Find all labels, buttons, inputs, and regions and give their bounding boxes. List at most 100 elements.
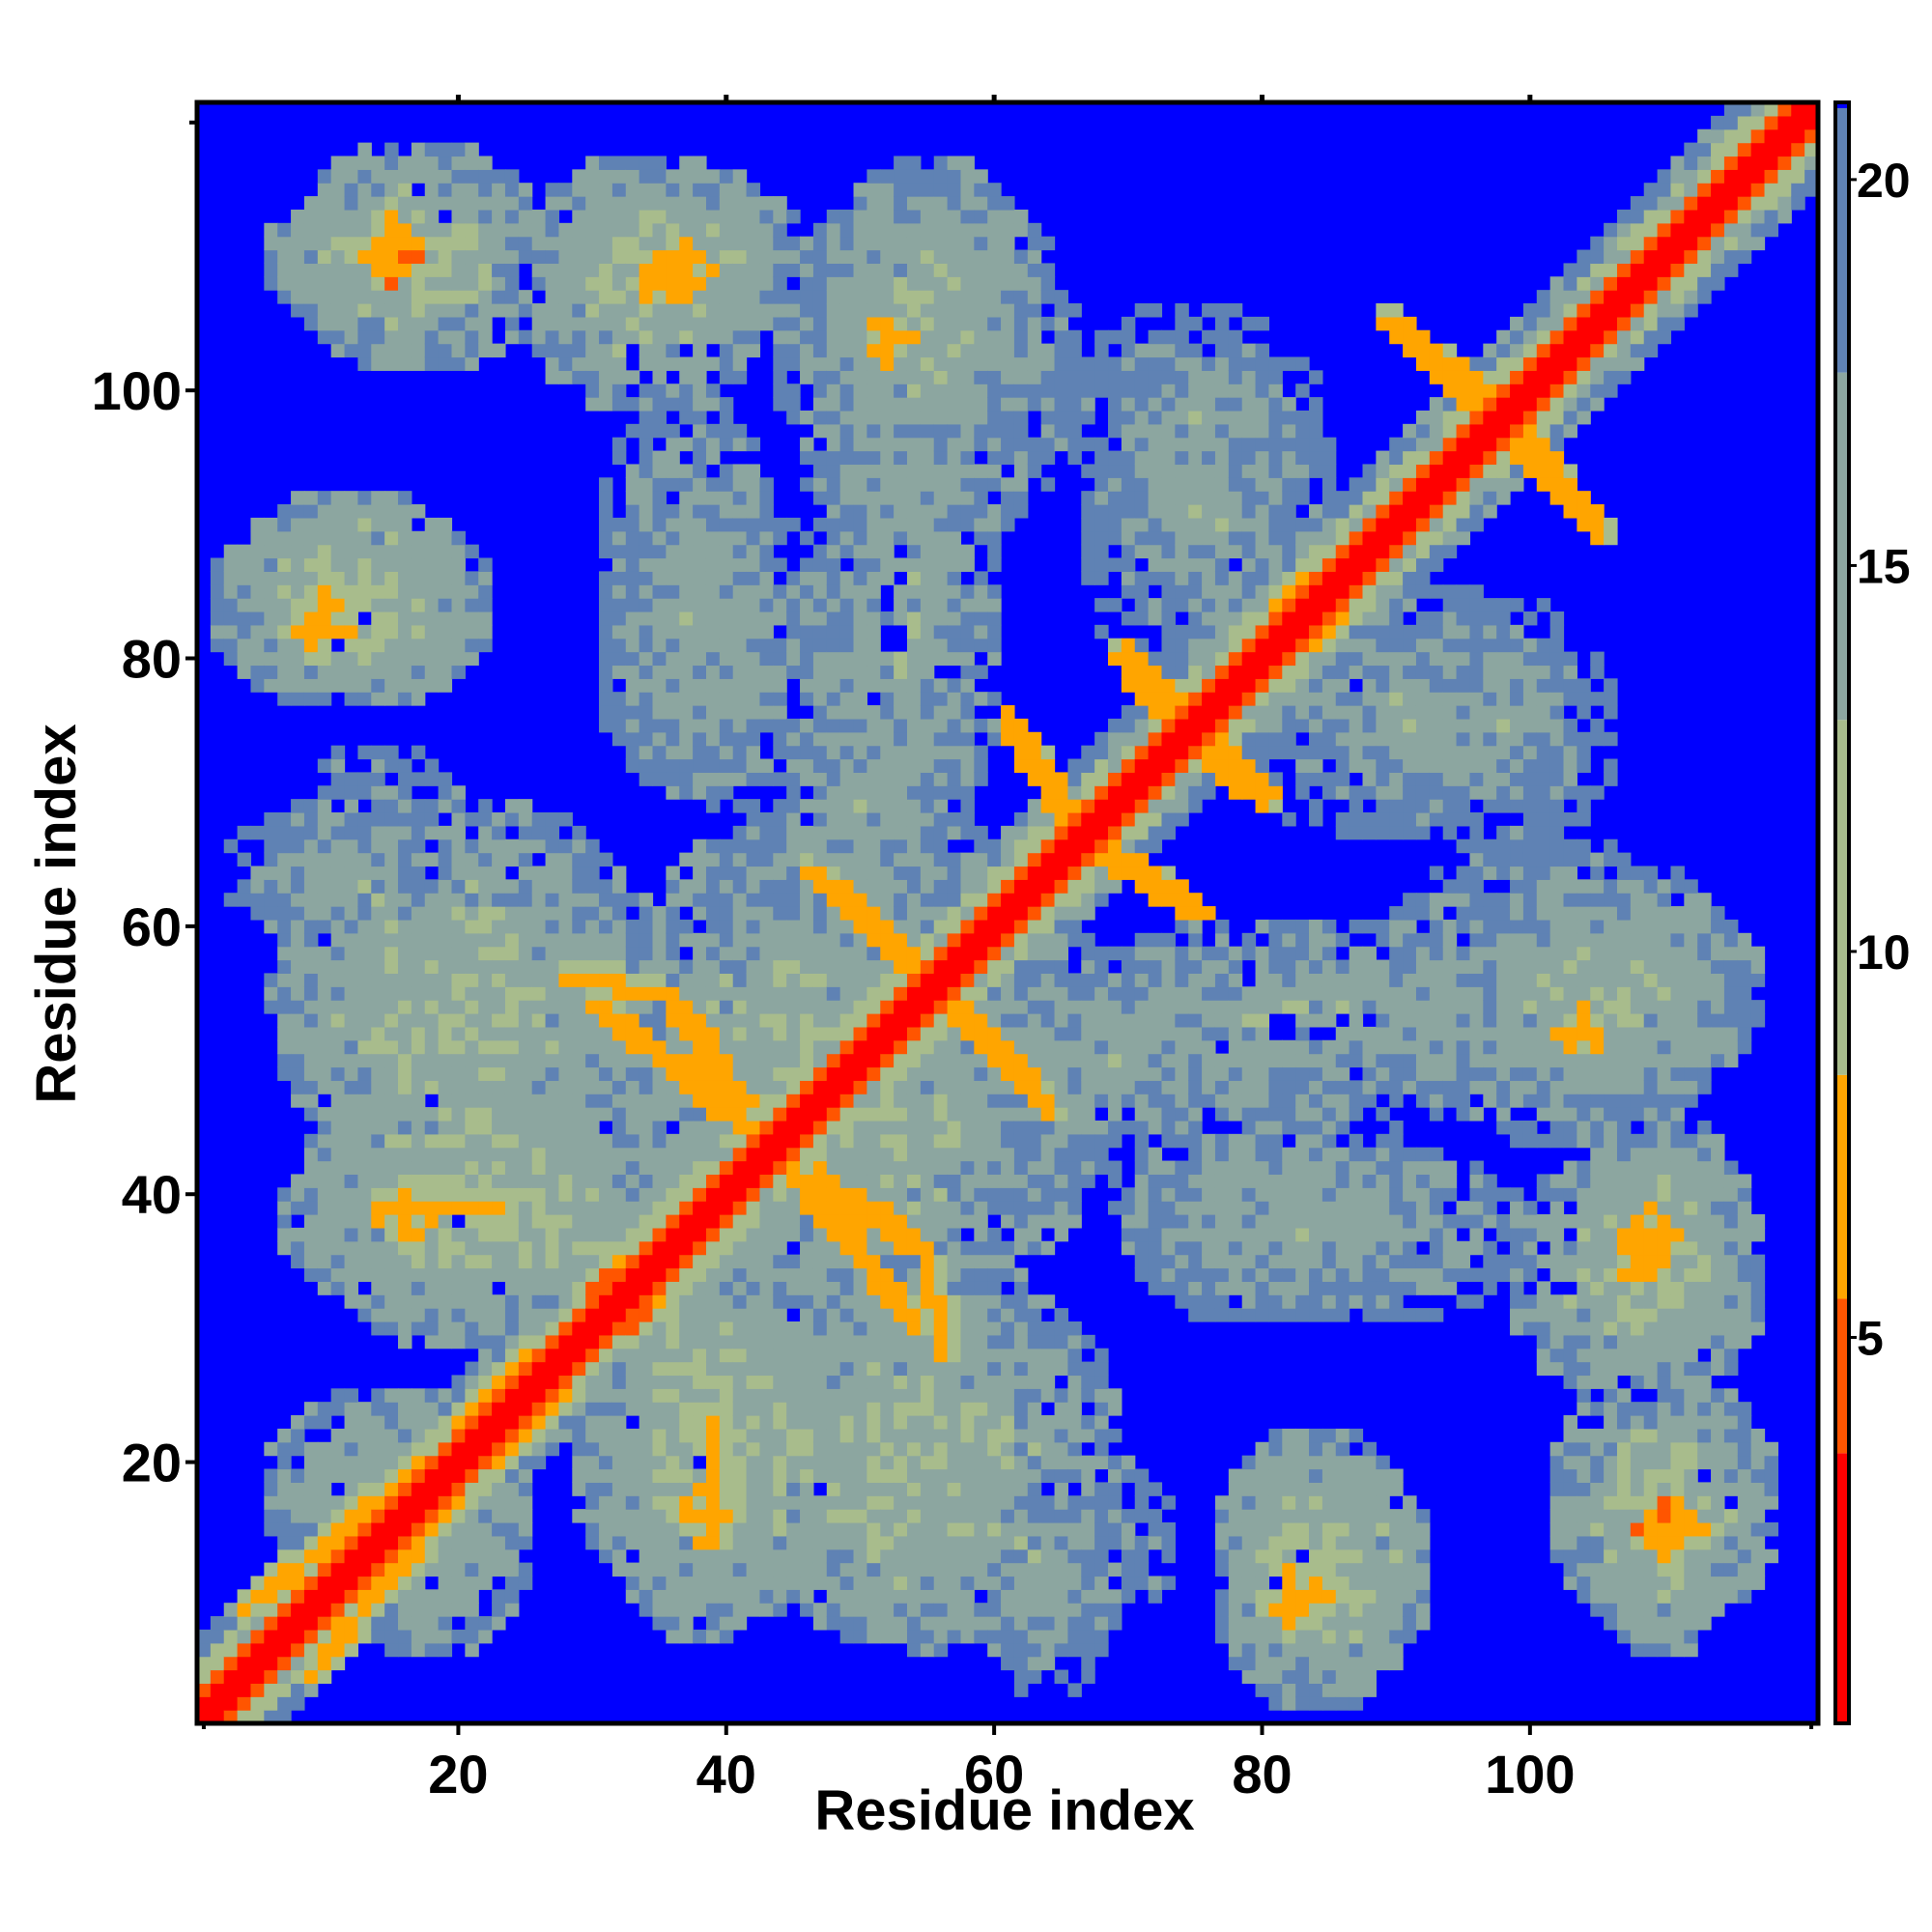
- heatmap-cell: [504, 236, 520, 251]
- heatmap-cell: [773, 1227, 787, 1242]
- heatmap-cell: [705, 906, 721, 921]
- heatmap-cell: [812, 811, 828, 827]
- heatmap-cell: [303, 986, 319, 1001]
- heatmap-cell: [451, 222, 466, 238]
- heatmap-cell: [705, 1174, 721, 1188]
- heatmap-cell: [666, 1080, 680, 1094]
- heatmap-cell: [773, 946, 787, 961]
- heatmap-cell: [317, 1562, 332, 1577]
- heatmap-cell: [344, 1147, 359, 1162]
- heatmap-cell: [812, 718, 828, 733]
- heatmap-cell: [853, 1294, 867, 1309]
- heatmap-cell: [880, 1388, 895, 1403]
- heatmap-cell: [719, 1388, 734, 1403]
- heatmap-cell: [223, 611, 239, 626]
- heatmap-cell: [492, 1388, 506, 1403]
- heatmap-cell: [317, 544, 332, 559]
- heatmap-cell: [746, 1094, 761, 1108]
- heatmap-cell: [330, 1133, 346, 1149]
- heatmap-cell: [558, 1066, 573, 1081]
- heatmap-cell: [652, 678, 667, 693]
- heatmap-cell: [786, 1039, 801, 1055]
- heatmap-cell: [719, 932, 734, 948]
- heatmap-cell: [880, 530, 895, 546]
- heatmap-cell: [518, 1562, 533, 1577]
- heatmap-cell: [611, 450, 627, 466]
- heatmap-cell: [572, 1281, 586, 1295]
- heatmap-cell: [666, 678, 680, 693]
- heatmap-cell: [679, 1147, 694, 1162]
- heatmap-cell: [317, 1402, 332, 1416]
- heatmap-cell: [746, 1603, 761, 1617]
- heatmap-cell: [504, 1147, 520, 1162]
- heatmap-cell: [732, 491, 748, 505]
- heatmap-cell: [880, 423, 895, 439]
- heatmap-cell: [398, 222, 412, 238]
- heatmap-cell: [679, 1509, 694, 1523]
- heatmap-cell: [611, 437, 627, 452]
- heatmap-cell: [839, 263, 855, 277]
- heatmap-cell: [812, 1240, 828, 1256]
- heatmap-cell: [625, 1187, 640, 1202]
- heatmap-cell: [839, 1629, 855, 1644]
- heatmap-cell: [826, 799, 841, 813]
- heatmap-cell: [906, 1375, 922, 1389]
- heatmap-cell: [894, 825, 908, 840]
- heatmap-cell: [746, 183, 761, 197]
- heatmap-cell: [666, 1066, 680, 1081]
- heatmap-cell: [826, 329, 841, 345]
- heatmap-cell: [666, 1294, 680, 1309]
- heatmap-cell: [317, 196, 332, 211]
- heatmap-cell: [384, 1562, 399, 1577]
- heatmap-cell: [384, 1603, 399, 1617]
- heatmap-cell: [438, 678, 453, 693]
- heatmap-cell: [666, 879, 680, 894]
- heatmap-cell: [330, 1589, 346, 1604]
- heatmap-cell: [920, 1267, 935, 1282]
- heatmap-cell: [330, 517, 346, 532]
- heatmap-cell: [384, 1066, 399, 1081]
- heatmap-cell: [812, 611, 828, 626]
- heatmap-cell: [572, 196, 586, 211]
- heatmap-cell: [880, 410, 895, 425]
- heatmap-plot: [197, 102, 1819, 1724]
- heatmap-cell: [264, 1629, 278, 1644]
- heatmap-cell: [853, 343, 867, 358]
- heatmap-cell: [960, 692, 975, 706]
- heatmap-cell: [759, 1482, 774, 1496]
- heatmap-cell: [411, 290, 426, 304]
- heatmap-cell: [693, 946, 707, 961]
- heatmap-cell: [666, 1441, 680, 1457]
- heatmap-cell: [438, 1388, 453, 1403]
- heatmap-cell: [867, 1495, 881, 1510]
- heatmap-cell: [465, 1388, 479, 1403]
- heatmap-cell: [880, 249, 895, 265]
- heatmap-cell: [438, 530, 453, 546]
- heatmap-cell: [599, 1308, 613, 1322]
- heatmap-cell: [759, 1187, 774, 1202]
- heatmap-cell: [826, 1227, 841, 1242]
- heatmap-cell: [438, 919, 453, 934]
- heatmap-cell: [906, 222, 922, 238]
- heatmap-cell: [465, 946, 479, 961]
- heatmap-cell: [518, 1375, 533, 1389]
- heatmap-cell: [558, 222, 573, 238]
- heatmap-cell: [812, 1535, 828, 1550]
- heatmap-cell: [518, 986, 533, 1001]
- heatmap-cell: [277, 517, 292, 532]
- heatmap-cell: [947, 1267, 962, 1282]
- heatmap-cell: [599, 196, 613, 211]
- heatmap-cell: [906, 236, 922, 251]
- heatmap-cell: [880, 1039, 895, 1055]
- heatmap-cell: [839, 1509, 855, 1523]
- heatmap-cell: [625, 1455, 640, 1470]
- heatmap-cell: [746, 236, 761, 251]
- heatmap-cell: [947, 263, 962, 277]
- heatmap-cell: [558, 946, 573, 961]
- heatmap-cell: [906, 665, 922, 679]
- heatmap-cell: [384, 932, 399, 948]
- heatmap-cell: [693, 852, 707, 867]
- heatmap-cell: [947, 329, 962, 345]
- heatmap-cell: [812, 464, 828, 478]
- heatmap-cell: [960, 329, 975, 345]
